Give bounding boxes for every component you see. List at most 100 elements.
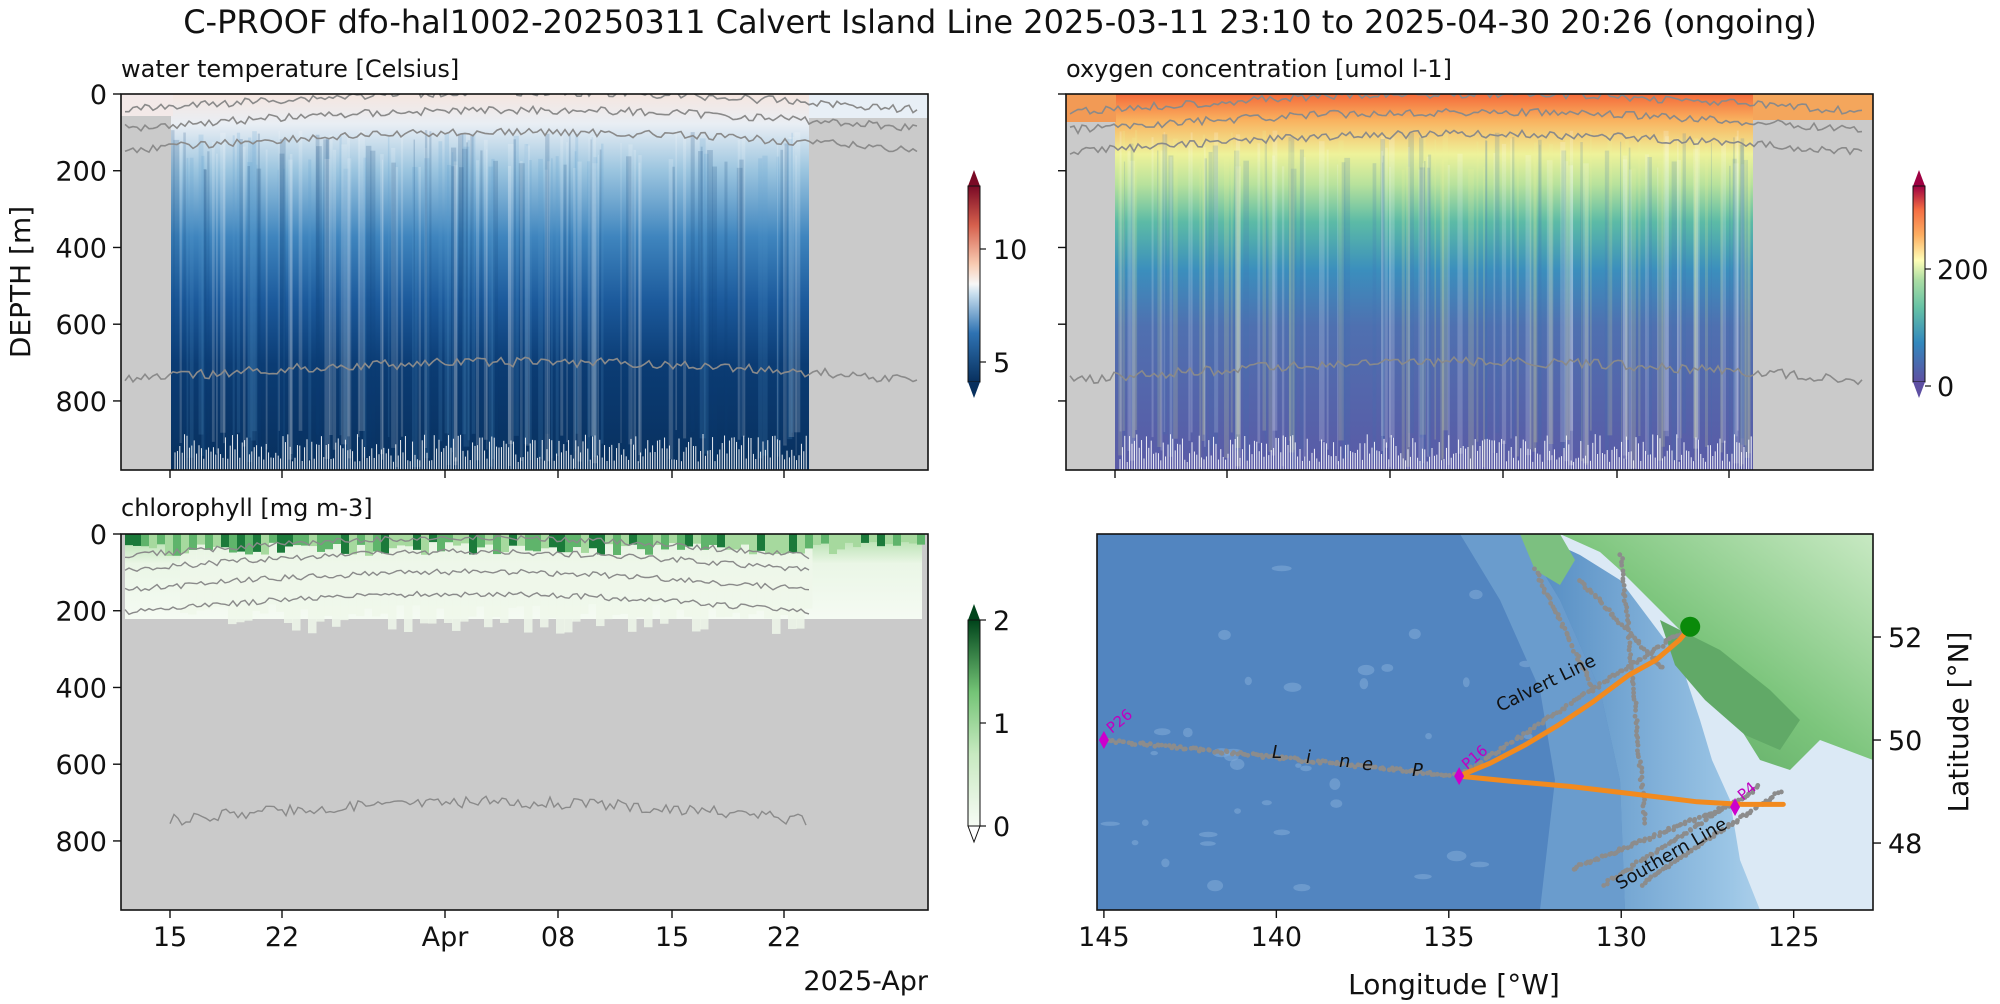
profile-streak bbox=[1647, 156, 1652, 457]
surface-chlorophyll bbox=[549, 534, 557, 548]
past-track-point bbox=[1566, 637, 1572, 643]
seamount bbox=[1425, 733, 1432, 740]
past-track-point bbox=[1478, 759, 1484, 765]
chlorophyll-profile bbox=[468, 534, 477, 617]
profile-streak bbox=[493, 160, 499, 461]
profile-streak bbox=[453, 161, 458, 462]
profile-streak bbox=[787, 139, 793, 440]
past-track-point bbox=[1147, 741, 1153, 747]
past-track-point bbox=[1719, 806, 1725, 811]
profile-streak bbox=[1163, 132, 1166, 433]
past-track-point bbox=[1562, 626, 1568, 631]
past-track-point bbox=[1668, 861, 1674, 867]
profile-streak bbox=[215, 153, 218, 454]
colorbar: 2 1 0 bbox=[967, 604, 1010, 844]
profile-streak bbox=[1188, 140, 1191, 441]
profile-streak bbox=[1739, 144, 1744, 445]
profile-streak bbox=[1119, 131, 1122, 432]
seamount bbox=[1359, 678, 1369, 690]
past-track-point bbox=[1584, 672, 1590, 678]
profile-streak bbox=[575, 133, 579, 434]
profile-streak bbox=[590, 139, 592, 440]
profile-streak bbox=[700, 146, 703, 447]
profile-streak bbox=[466, 142, 469, 443]
profile-streak bbox=[1389, 137, 1395, 438]
chlorophyll-profile bbox=[564, 534, 573, 633]
panel-oxygen: oxygen concentration [umol l-1] 200 0 bbox=[1058, 55, 1989, 478]
chlorophyll-profile bbox=[644, 534, 653, 628]
profile-streak bbox=[1693, 148, 1699, 449]
past-track-point bbox=[1735, 818, 1740, 823]
surface-chlorophyll bbox=[877, 534, 885, 547]
seamount bbox=[1100, 821, 1120, 826]
past-track-point bbox=[1642, 820, 1648, 826]
profile-streak bbox=[1663, 130, 1669, 431]
past-track-point bbox=[1634, 725, 1640, 730]
profile-streak bbox=[204, 169, 207, 470]
profile-streak bbox=[601, 143, 604, 444]
line-p-label-letter: L bbox=[1272, 742, 1282, 763]
profile-streak bbox=[1299, 149, 1304, 450]
past-track-point bbox=[1633, 720, 1639, 726]
y-tick-label: 200 bbox=[55, 157, 107, 188]
colorbar-bar bbox=[967, 185, 981, 383]
profile-streak bbox=[1548, 143, 1554, 444]
past-track-point bbox=[1606, 607, 1612, 613]
surface-chlorophyll bbox=[341, 534, 349, 554]
profile-streak bbox=[776, 156, 780, 457]
profile-streak bbox=[232, 135, 235, 436]
colorbar-tick: 2 bbox=[993, 606, 1010, 637]
profile-streak bbox=[462, 148, 468, 449]
chlorophyll-profile bbox=[508, 534, 517, 608]
x-tick-label: 135 bbox=[1423, 922, 1475, 953]
past-track-point bbox=[1420, 771, 1426, 777]
y-tick-label: 800 bbox=[55, 387, 107, 418]
past-track-point bbox=[1638, 759, 1643, 765]
profile-streak bbox=[1501, 143, 1507, 444]
surface-chlorophyll bbox=[501, 534, 509, 553]
surface-chlorophyll bbox=[173, 534, 181, 556]
seamount bbox=[1131, 840, 1139, 846]
past-track-point bbox=[1769, 794, 1775, 800]
past-track-point bbox=[1299, 759, 1305, 765]
profile-streak bbox=[739, 159, 744, 460]
profile-streak bbox=[1407, 147, 1410, 448]
surface-chlorophyll bbox=[213, 534, 221, 547]
map-frame bbox=[1096, 533, 1874, 911]
isopycnal-line bbox=[169, 795, 807, 826]
continental-slope bbox=[1460, 534, 1625, 910]
seamount bbox=[1271, 565, 1292, 572]
chlorophyll-profile bbox=[324, 534, 333, 616]
station-marker bbox=[1730, 797, 1741, 816]
surface-chlorophyll bbox=[885, 534, 893, 545]
panel-water-temperature: water temperature [Celsius] 0 200 400 600 80… bbox=[4, 55, 1027, 478]
profile-streak bbox=[1539, 144, 1541, 445]
profile-streak bbox=[1272, 155, 1276, 456]
isopycnal-line bbox=[124, 356, 918, 384]
profile-streak bbox=[256, 164, 258, 465]
past-track-point bbox=[1206, 747, 1212, 753]
profile-streak bbox=[791, 132, 793, 433]
profile-streak bbox=[1441, 158, 1445, 459]
profile-streak bbox=[1638, 136, 1641, 437]
x-tick-label: 15 bbox=[153, 922, 187, 953]
profile-streak bbox=[1485, 140, 1488, 441]
profile-streak bbox=[620, 143, 622, 444]
chlorophyll-profile bbox=[668, 534, 677, 619]
profile-streak bbox=[1620, 141, 1622, 442]
profile-streak bbox=[201, 155, 205, 456]
profile-streak bbox=[1736, 130, 1739, 431]
profile-streak bbox=[547, 161, 551, 462]
profile-streak bbox=[1733, 137, 1735, 438]
past-track-point bbox=[1564, 632, 1570, 637]
surface-chlorophyll bbox=[853, 534, 861, 548]
colorbar-extend-min bbox=[1913, 382, 1925, 398]
past-track-point bbox=[1688, 847, 1694, 853]
chlorophyll-profile bbox=[444, 534, 453, 623]
y-tick-label: 800 bbox=[55, 827, 107, 858]
x-offset-label: 2025-Apr bbox=[803, 966, 928, 997]
chlorophyll-profile bbox=[788, 534, 797, 630]
chlorophyll-profile bbox=[780, 534, 789, 616]
profile-streak bbox=[513, 139, 516, 440]
seamount bbox=[1207, 879, 1224, 892]
